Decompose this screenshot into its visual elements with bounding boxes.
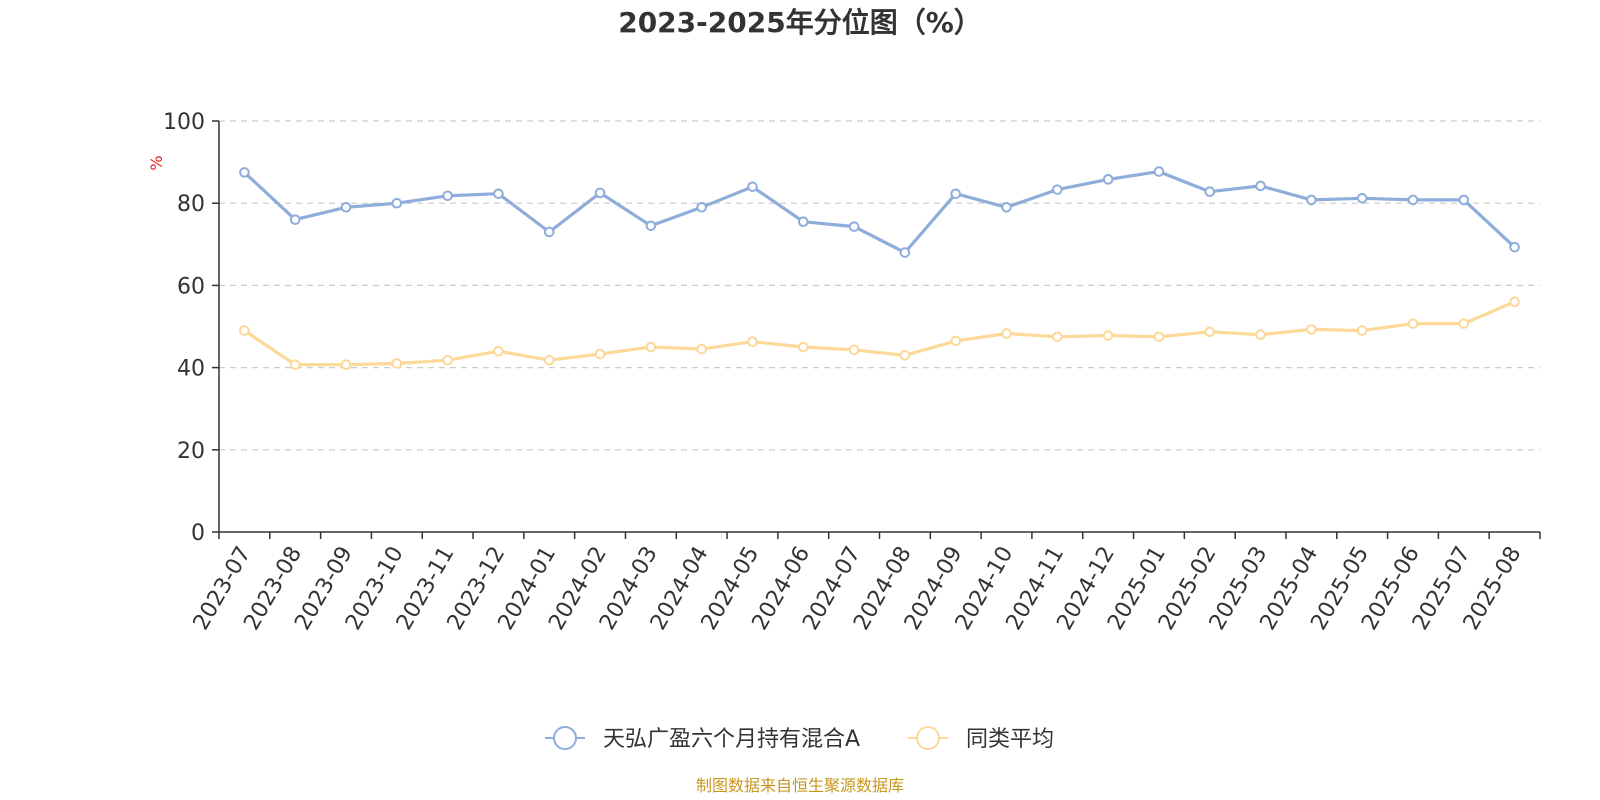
series-line-2: [243, 300, 1516, 367]
series-1-point: [239, 167, 250, 178]
series-2-point: [442, 354, 453, 366]
series-2-point: [493, 345, 504, 357]
series-line-1: [243, 170, 1516, 255]
series-2-point: [950, 335, 962, 347]
series-2-point: [239, 325, 250, 336]
series-1-point: [1153, 166, 1165, 177]
y-tick-label-80: 80: [177, 192, 205, 217]
legend[interactable]: 天弘广盈六个月持有混合A 同类平均: [545, 726, 1054, 752]
series-1-point: [1509, 241, 1520, 253]
series-1-point: [493, 188, 504, 200]
y-tick-label-20: 20: [177, 439, 205, 464]
series-2-point: [1153, 331, 1165, 343]
series-1-point: [1052, 184, 1063, 195]
series-2-point: [1102, 330, 1114, 341]
series-1-point: [747, 181, 758, 193]
series-2-point: [1204, 326, 1216, 338]
series-2-point: [899, 349, 911, 361]
series-1-point: [696, 202, 707, 213]
legend-label-1: 天弘广盈六个月持有混合A: [603, 727, 860, 752]
legend-marker-2: [916, 726, 940, 750]
series-2-point: [797, 341, 809, 353]
series-2-point: [1407, 318, 1419, 329]
series-2-point: [1001, 328, 1012, 339]
series-2-point: [1255, 329, 1266, 341]
series-1-point: [645, 220, 657, 232]
series-1-point: [1001, 202, 1012, 213]
series-2-point: [594, 348, 606, 360]
series-lines: [239, 166, 1520, 371]
data-source-note: 制图数据来自恒生聚源数据库: [696, 776, 904, 795]
series-1-point: [1407, 194, 1419, 206]
series-1-point: [1102, 174, 1114, 185]
grid-lines: [219, 120, 1540, 451]
tick-labels: 0204060801002023-072023-082023-092023-10…: [163, 110, 1526, 634]
series-1-point: [950, 188, 962, 200]
series-1-point: [391, 197, 403, 209]
series-1-point: [1458, 194, 1470, 206]
chart-title: 2023-2025年分位图（%）: [618, 6, 982, 39]
series-1-point: [848, 221, 860, 232]
axes: [212, 120, 1541, 539]
series-1-point: [1356, 192, 1368, 204]
series-2-point: [747, 336, 758, 348]
legend-label-2: 同类平均: [966, 727, 1054, 752]
series-2-point: [1509, 296, 1520, 308]
y-tick-label-40: 40: [177, 357, 205, 382]
series-2-point: [696, 343, 707, 355]
y-tick-label-60: 60: [177, 274, 205, 299]
series-1-point: [797, 216, 809, 227]
series-1-point: [543, 226, 555, 238]
series-1-point: [340, 202, 352, 213]
series-2-point: [340, 359, 352, 371]
series-2-point: [289, 359, 301, 371]
series-2-point: [645, 341, 657, 353]
series-2-point: [1458, 318, 1470, 329]
series-1-point: [1306, 194, 1317, 206]
y-tick-label-100: 100: [163, 110, 205, 135]
y-tick-label-0: 0: [191, 521, 205, 546]
series-2-point: [1306, 324, 1317, 335]
series-2-point: [543, 354, 555, 366]
series-2-point: [391, 358, 403, 369]
series-1-point: [289, 214, 301, 225]
y-axis-unit: %: [147, 155, 166, 170]
series-2-point: [1052, 331, 1063, 343]
series-1-point: [594, 187, 606, 199]
series-1-point: [1255, 180, 1266, 192]
legend-marker-1: [553, 726, 577, 750]
series-1-point: [442, 190, 453, 202]
series-1-point: [899, 247, 911, 258]
series-2-point: [848, 344, 860, 356]
series-2-point: [1356, 325, 1368, 336]
series-1-point: [1204, 186, 1216, 197]
